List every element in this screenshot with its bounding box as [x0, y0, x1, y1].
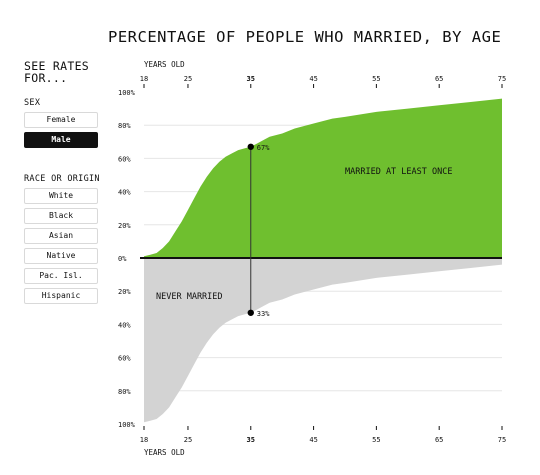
married-value-label: 67%	[257, 144, 270, 152]
race-button-black[interactable]: Black	[24, 208, 98, 224]
race-button-hispanic[interactable]: Hispanic	[24, 288, 98, 304]
see-rates-heading: SEE RATES FOR...	[24, 59, 90, 85]
x-tick-label-bottom: 35	[247, 436, 255, 444]
x-tick-label-bottom: 18	[140, 436, 148, 444]
y-tick-label: 20%	[118, 288, 131, 296]
y-tick-label: 80%	[118, 388, 131, 396]
x-axis-title-top: YEARS OLD	[144, 60, 185, 69]
sex-button-male[interactable]: Male	[24, 132, 98, 148]
x-tick-label-top: 25	[184, 75, 192, 83]
race-button-native[interactable]: Native	[24, 248, 98, 264]
filter-panel: SEE RATES FOR... SEX Female Male RACE OR…	[24, 60, 100, 308]
x-axis-title-bottom: YEARS OLD	[144, 448, 185, 457]
never-married-series-label: NEVER MARRIED	[156, 292, 223, 302]
x-tick-label-bottom: 45	[309, 436, 317, 444]
sex-group-label: SEX	[24, 98, 41, 108]
x-tick-label-top: 75	[498, 75, 506, 83]
race-button-asian[interactable]: Asian	[24, 228, 98, 244]
never-married-area	[144, 258, 502, 423]
y-tick-label: 100%	[118, 89, 136, 97]
married-area	[144, 98, 502, 258]
x-tick-label-top: 35	[247, 75, 255, 83]
x-tick-label-top: 65	[435, 75, 443, 83]
y-tick-label: 60%	[118, 155, 131, 163]
sex-button-female[interactable]: Female	[24, 112, 98, 128]
x-tick-label-bottom: 75	[498, 436, 506, 444]
y-tick-label: 20%	[118, 222, 131, 230]
married-series-label: MARRIED AT LEAST ONCE	[345, 167, 452, 177]
x-tick-label-bottom: 55	[372, 436, 380, 444]
never-married-marker-dot	[247, 309, 254, 316]
never-married-value-label: 33%	[257, 310, 270, 318]
y-tick-label: 80%	[118, 122, 131, 130]
x-tick-label-bottom: 65	[435, 436, 443, 444]
x-tick-label-top: 45	[309, 75, 317, 83]
y-tick-label: 40%	[118, 189, 131, 197]
y-tick-label: 0%	[118, 255, 127, 263]
x-tick-label-top: 55	[372, 75, 380, 83]
y-tick-label: 60%	[118, 355, 131, 363]
race-group-label: RACE OR ORIGIN	[24, 174, 100, 184]
x-tick-label-top: 18	[140, 75, 148, 83]
y-tick-label: 100%	[118, 421, 136, 429]
race-button-pac-isl[interactable]: Pac. Isl.	[24, 268, 98, 284]
married-marker-dot	[247, 143, 254, 150]
chart-title: PERCENTAGE OF PEOPLE WHO MARRIED, BY AGE	[108, 28, 502, 46]
race-button-white[interactable]: White	[24, 188, 98, 204]
y-tick-label: 40%	[118, 321, 131, 329]
x-tick-label-bottom: 25	[184, 436, 192, 444]
